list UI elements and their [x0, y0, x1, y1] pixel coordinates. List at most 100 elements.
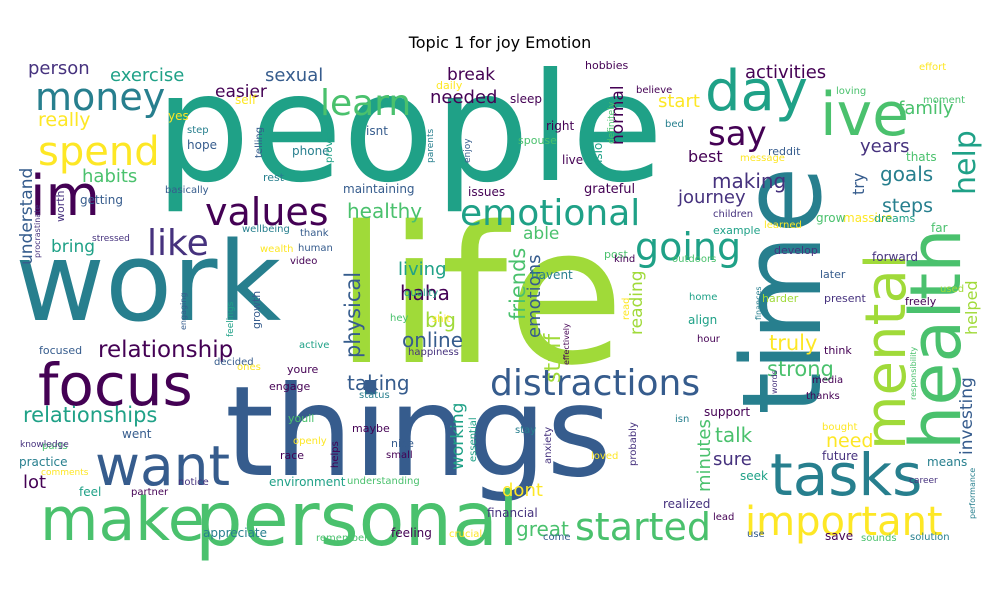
word-hope: hope: [187, 138, 217, 152]
word-hobbies: hobbies: [585, 59, 628, 72]
word-lot: lot: [23, 472, 46, 493]
word-want: want: [95, 434, 230, 498]
word-important: important: [745, 499, 943, 545]
word-small: small: [386, 450, 413, 461]
word-read: read: [621, 297, 632, 320]
word-realized: realized: [663, 497, 710, 511]
word-exercise: exercise: [110, 65, 184, 86]
word-means: means: [927, 455, 967, 469]
word-making: making: [712, 169, 786, 193]
word-shit: shit: [432, 314, 450, 325]
word-say: say: [708, 114, 767, 154]
word-talk: talk: [715, 423, 753, 447]
word-seek: seek: [740, 469, 768, 483]
word-thats: thats: [906, 150, 937, 164]
word-mental: mental: [854, 254, 919, 450]
word-worth: worth: [54, 190, 67, 222]
word-home: home: [689, 292, 717, 303]
word-enjoy: enjoy: [463, 138, 473, 163]
word-moment: moment: [923, 95, 965, 106]
word-post: post: [604, 248, 628, 261]
word-effectively: effectively: [562, 323, 571, 365]
word-responsibility: responsibility: [909, 346, 918, 400]
word-telling: telling: [254, 127, 265, 158]
word-loving: loving: [836, 86, 866, 97]
word-need: need: [826, 430, 873, 452]
word-money: money: [35, 75, 165, 119]
word-later: later: [820, 268, 846, 281]
word-outdoors: outdoors: [672, 254, 716, 265]
word-journey: journey: [677, 187, 746, 208]
word-make: make: [40, 485, 205, 555]
word-values: values: [205, 190, 329, 234]
word-truly: truly: [769, 331, 817, 355]
word-start: start: [658, 91, 700, 112]
word-massive: massive: [843, 211, 892, 225]
word-vision: vision: [591, 135, 605, 170]
word-easier: easier: [215, 82, 267, 102]
word-parts: parts: [42, 441, 68, 452]
word-big: big: [425, 308, 456, 332]
word-understand: understand: [17, 168, 37, 265]
word-human: human: [298, 243, 333, 254]
word-definitely: definitely: [607, 101, 617, 144]
word-video: video: [290, 256, 317, 267]
word-living: living: [398, 259, 447, 280]
word-work: work: [15, 218, 281, 346]
word-use: use: [747, 529, 765, 540]
word-present: present: [824, 292, 867, 305]
word-lead: lead: [713, 512, 734, 523]
word-align: align: [688, 313, 717, 327]
word-financial: financial: [487, 506, 538, 520]
word-far: far: [931, 221, 948, 235]
word-effort: effort: [919, 62, 946, 73]
word-physical: physical: [341, 272, 365, 358]
word-children: children: [713, 209, 753, 220]
word-going: going: [635, 225, 741, 269]
word-rest: rest: [263, 171, 285, 184]
word-right: right: [546, 119, 574, 133]
word-spouse: spouse: [518, 134, 557, 147]
word-sure: sure: [713, 449, 752, 470]
word-best: best: [688, 147, 723, 166]
word-engaging: engaging: [179, 293, 188, 330]
word-procrastinate: procrastinate: [33, 205, 42, 258]
word-learned: learned: [764, 220, 802, 231]
word-bed: bed: [665, 119, 684, 130]
word-relationships: relationships: [23, 403, 157, 427]
word-partner: partner: [131, 487, 169, 498]
word-kind: kind: [614, 254, 635, 265]
word-quality: quality: [404, 288, 438, 299]
word-normal: normal: [608, 85, 628, 145]
word-health: health: [895, 228, 977, 450]
word-knowledge: knowledge: [20, 440, 69, 450]
word-person: person: [28, 58, 90, 79]
word-able: able: [523, 224, 559, 244]
word-appreciate: appreciate: [203, 526, 267, 540]
word-isnt: isnt: [366, 124, 388, 138]
word-like: like: [147, 223, 209, 264]
word-forward: forward: [872, 250, 918, 264]
word-maybe: maybe: [352, 422, 390, 435]
word-thanks: thanks: [806, 391, 840, 402]
word-break: break: [447, 65, 495, 85]
word-probably: probably: [628, 422, 639, 466]
word-grow: grow: [816, 211, 846, 225]
word-distractions: distractions: [490, 363, 700, 404]
word-sexual: sexual: [265, 65, 323, 86]
word-environment: environment: [269, 475, 346, 489]
word-freely: freely: [905, 295, 937, 308]
word-ones: ones: [237, 362, 261, 373]
word-understanding: understanding: [347, 476, 420, 487]
word-helps: helps: [330, 441, 341, 468]
word-race: race: [280, 449, 304, 462]
chart-title: Topic 1 for joy Emotion: [408, 33, 592, 52]
word-goals: goals: [880, 162, 933, 186]
word-come: come: [543, 532, 571, 543]
word-bring: bring: [51, 237, 95, 257]
word-learn: learn: [320, 83, 411, 124]
word-ive: ive: [820, 80, 909, 150]
word-stressed: stressed: [92, 234, 130, 244]
word-provide: provide: [324, 125, 335, 163]
